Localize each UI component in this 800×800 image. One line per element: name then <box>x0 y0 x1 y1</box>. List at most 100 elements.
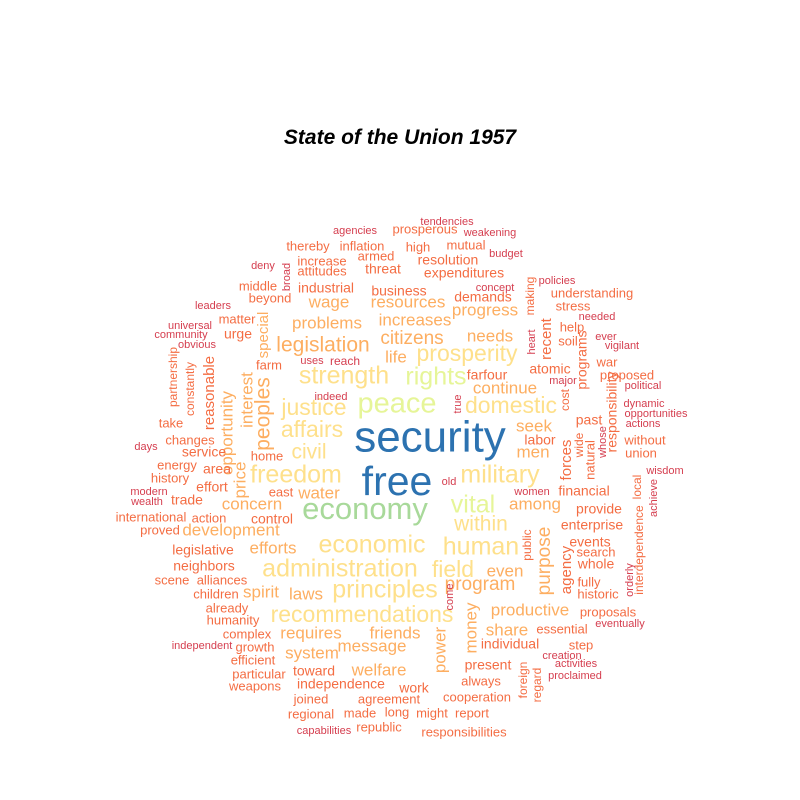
word-step: step <box>569 637 594 652</box>
word-reach: reach <box>330 354 360 368</box>
word-tendencies: tendencies <box>420 216 474 228</box>
word-actions: actions <box>626 418 661 430</box>
word-universal: universal <box>168 320 212 332</box>
word-industrial: industrial <box>298 280 354 296</box>
word-historic: historic <box>577 586 619 601</box>
word-old: old <box>442 476 457 488</box>
word-enterprise: enterprise <box>561 517 623 533</box>
word-administration: administration <box>262 555 418 583</box>
word-international: international <box>116 509 187 524</box>
word-thereby: thereby <box>286 238 330 253</box>
word-threat: threat <box>365 261 401 277</box>
word-foreign: foreign <box>516 662 530 699</box>
word-leaders: leaders <box>195 300 232 312</box>
word-purpose: purpose <box>534 527 555 596</box>
word-control: control <box>251 511 293 527</box>
word-efficient: efficient <box>231 652 276 667</box>
word-among: among <box>509 494 561 513</box>
word-responsibilities: responsibilities <box>421 724 507 739</box>
word-help: help <box>560 319 585 334</box>
word-neighbors: neighbors <box>173 558 235 574</box>
word-beyond: beyond <box>249 290 292 305</box>
word-high: high <box>406 239 431 254</box>
word-affairs: affairs <box>281 416 343 442</box>
word-stress: stress <box>556 298 591 313</box>
word-essential: essential <box>536 621 587 636</box>
word-needed: needed <box>579 311 616 323</box>
word-attitudes: attitudes <box>297 263 347 278</box>
word-interdependence: interdependence <box>632 505 646 595</box>
word-opportunity: opportunity <box>217 390 236 475</box>
word-share: share <box>486 620 529 639</box>
word-seek: seek <box>516 416 552 435</box>
word-changes: changes <box>165 432 215 447</box>
word-uses: uses <box>300 355 324 367</box>
word-independent: independent <box>172 640 233 652</box>
word-efforts: efforts <box>250 538 297 557</box>
word-wealth: wealth <box>130 496 163 508</box>
word-forces: forces <box>558 440 575 481</box>
word-economic: economic <box>319 531 426 559</box>
word-expenditures: expenditures <box>424 265 504 281</box>
word-effort: effort <box>196 479 228 495</box>
word-prosperous: prosperous <box>392 221 458 236</box>
word-matter: matter <box>219 311 257 326</box>
word-recommendations: recommendations <box>271 601 454 627</box>
word-days: days <box>134 441 158 453</box>
word-fully: fully <box>577 574 601 589</box>
word-home: home <box>251 448 284 463</box>
word-long: long <box>385 704 410 719</box>
word-special: special <box>255 312 272 359</box>
word-wide: wide <box>572 432 586 458</box>
word-particular: particular <box>232 666 286 681</box>
word-cost: cost <box>558 388 572 411</box>
word-strength: strength <box>299 362 389 390</box>
word-history: history <box>151 470 190 485</box>
word-spirit: spirit <box>243 582 279 601</box>
word-policies: policies <box>539 275 576 287</box>
word-report: report <box>455 705 489 720</box>
word-reasonable: reasonable <box>201 356 218 430</box>
word-natural: natural <box>582 440 597 480</box>
word-independence: independence <box>297 676 385 692</box>
word-domestic: domestic <box>465 392 557 418</box>
word-problems: problems <box>292 313 362 332</box>
word-scene: scene <box>155 572 190 587</box>
word-principles: principles <box>332 576 438 604</box>
word-labor: labor <box>524 432 555 448</box>
word-search: search <box>576 544 615 559</box>
word-children: children <box>193 586 239 601</box>
chart-title: State of the Union 1957 <box>283 126 517 149</box>
word-indeed: indeed <box>314 391 347 403</box>
word-action: action <box>192 510 227 525</box>
word-work: work <box>398 680 430 696</box>
word-public: public <box>520 529 534 560</box>
word-prosperity: prosperity <box>417 340 518 366</box>
word-eventually: eventually <box>595 618 645 630</box>
word-cooperation: cooperation <box>443 689 511 704</box>
word-whole: whole <box>577 556 615 572</box>
word-free: free <box>362 458 433 504</box>
word-friends: friends <box>369 623 420 642</box>
word-already: already <box>206 600 249 615</box>
word-system: system <box>285 643 339 662</box>
word-vigilant: vigilant <box>605 340 639 352</box>
word-local: local <box>630 475 644 500</box>
word-armed: armed <box>358 248 395 263</box>
word-justice: justice <box>280 394 346 420</box>
word-east: east <box>269 484 294 499</box>
word-weakening: weakening <box>463 227 517 239</box>
word-understanding: understanding <box>551 285 633 300</box>
word-program: program <box>445 574 516 595</box>
word-proposed: proposed <box>600 367 654 382</box>
word-toward: toward <box>293 663 335 679</box>
word-demands: demands <box>454 289 512 305</box>
word-legislative: legislative <box>172 542 234 558</box>
word-responsibility: responsibility <box>604 372 620 453</box>
word-past: past <box>576 412 603 428</box>
word-regional: regional <box>288 706 334 721</box>
word-human: human <box>443 533 519 561</box>
word-resolution: resolution <box>418 252 479 268</box>
word-opportunities: opportunities <box>625 408 688 420</box>
word-proposals: proposals <box>580 604 637 619</box>
